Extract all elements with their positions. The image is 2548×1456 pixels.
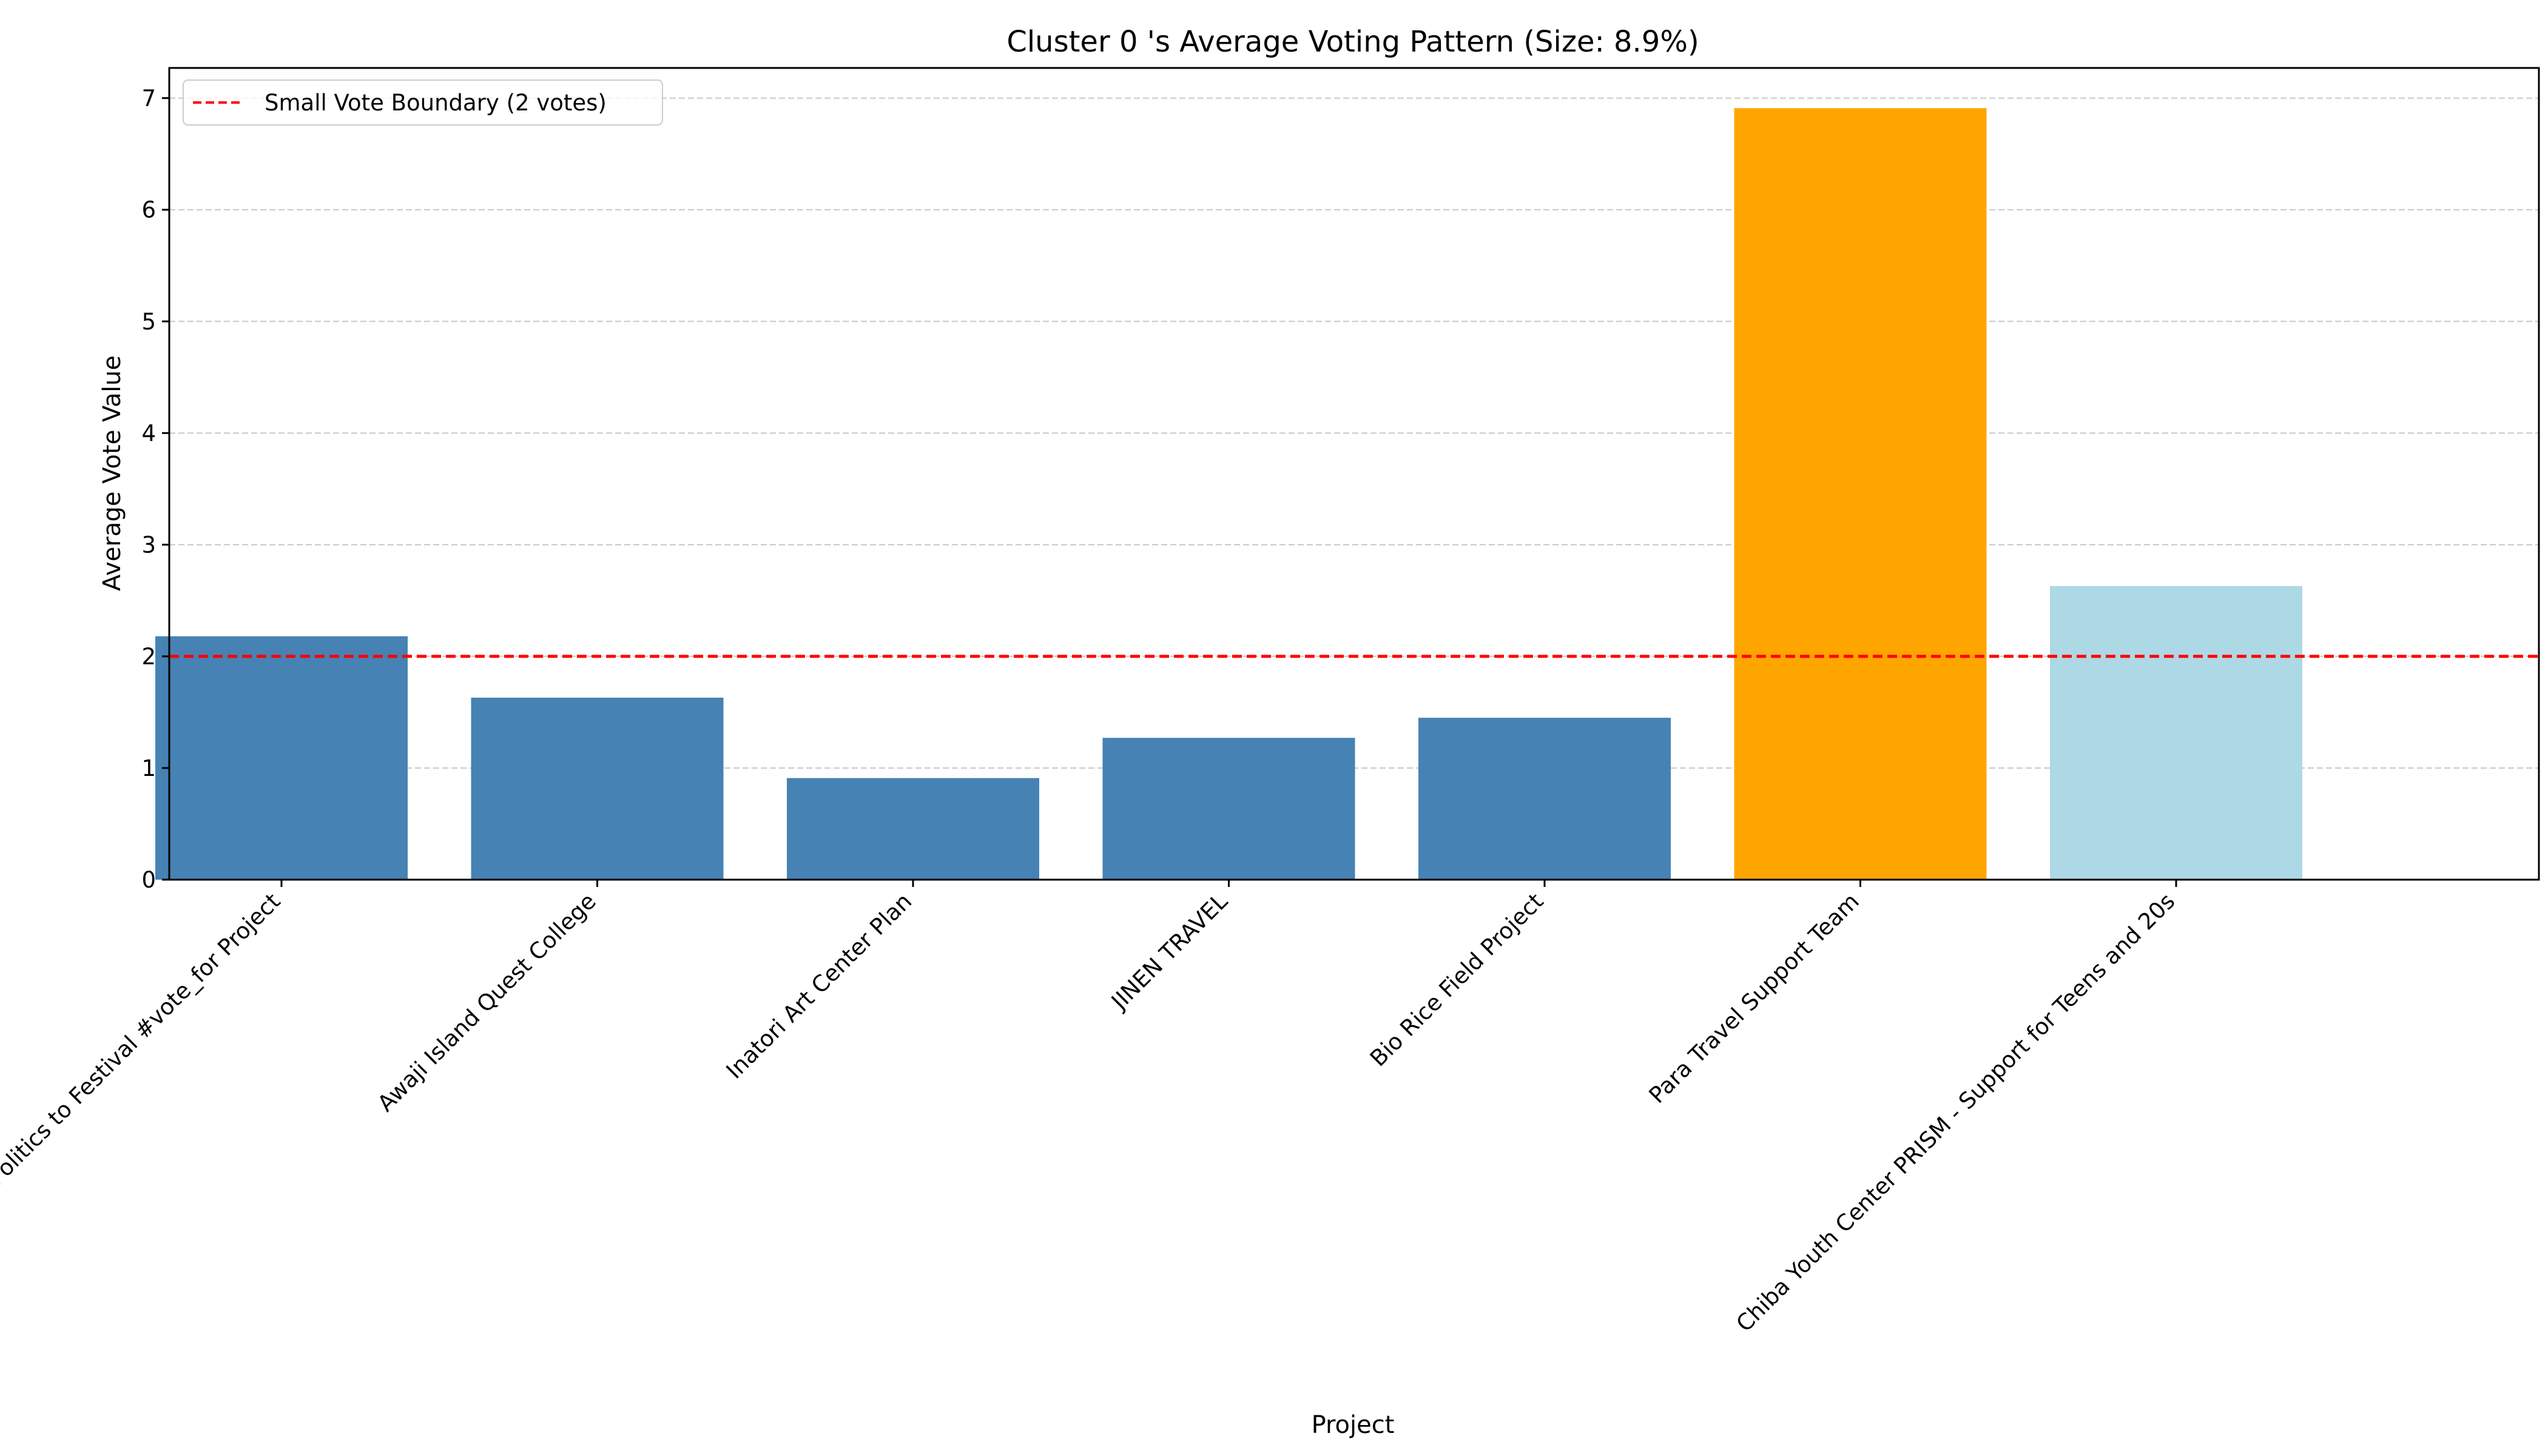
bar [2050,585,2302,880]
legend-box [183,79,663,126]
bar [471,698,724,880]
y-tick-label: 5 [141,309,156,335]
bar [1734,108,1987,880]
bar [155,636,408,880]
x-axis-label: Project [1312,1411,1395,1439]
legend: Small Vote Boundary (2 votes) [183,79,663,126]
y-tick-label: 6 [141,197,156,223]
y-tick-label: 0 [141,867,156,893]
y-tick-label: 2 [141,644,156,670]
y-tick-label: 1 [141,755,156,781]
y-axis-ticks: 0 1 2 3 4 5 6 7 [141,86,169,893]
plot-frame [168,67,2540,881]
chart-title: Cluster 0 's Average Voting Pattern (Siz… [1006,25,1699,59]
legend-label: Small Vote Boundary (2 votes) [265,90,607,116]
bar [787,778,1039,880]
bar [1102,738,1355,880]
y-tick-label: 3 [141,532,156,558]
y-tick-label: 7 [141,86,156,112]
bars [155,108,2302,880]
y-axis-label: Average Vote Value [98,356,126,592]
y-tick-label: 4 [141,420,156,447]
bar [1418,718,1671,880]
